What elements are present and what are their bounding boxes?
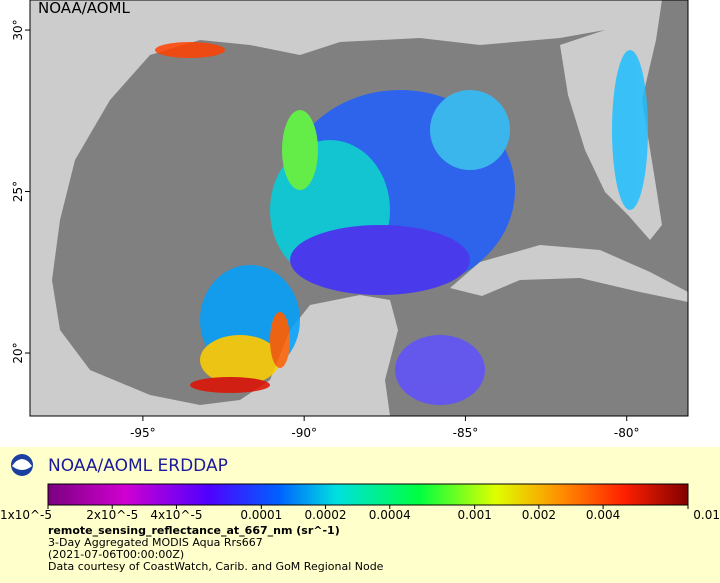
cuba bbox=[450, 245, 688, 302]
x-tick-label: -95° bbox=[130, 426, 156, 440]
y-tick-label: 25° bbox=[11, 181, 25, 202]
x-tick-label: -85° bbox=[453, 426, 479, 440]
description-line: 3-Day Aggregated MODIS Aqua Rrs667 bbox=[48, 536, 263, 549]
colorbar-tick-label: 0.0002 bbox=[305, 508, 347, 522]
colorbar-tick-label: 0.01 bbox=[693, 508, 720, 522]
colorbar-tick-label: 0.001 bbox=[457, 508, 491, 522]
description-line: (2021-07-06T00:00:00Z) bbox=[48, 548, 184, 561]
colorbar bbox=[47, 483, 689, 506]
colorbar-tick-label: 4x10^-5 bbox=[150, 508, 202, 522]
map-credit: NOAA/AOML bbox=[38, 0, 131, 17]
colorbar-tick-label: 0.004 bbox=[586, 508, 620, 522]
description-line: Data courtesy of CoastWatch, Carib. and … bbox=[48, 560, 384, 573]
legend-panel bbox=[0, 447, 720, 583]
x-tick-label: -90° bbox=[291, 426, 317, 440]
land bbox=[30, 0, 605, 416]
colorbar-tick-label: 1x10^-5 bbox=[0, 508, 52, 522]
data-overlay bbox=[155, 42, 648, 405]
x-tick-label: -80° bbox=[614, 426, 640, 440]
colorbar-tick-label: 0.002 bbox=[522, 508, 556, 522]
variable-name: remote_sensing_reflectance_at_667_nm (sr… bbox=[48, 524, 340, 537]
map-frame bbox=[29, 0, 689, 417]
colorbar-tick-label: 2x10^-5 bbox=[86, 508, 138, 522]
map-layer bbox=[30, 0, 688, 416]
legend-title: NOAA/AOML ERDDAP bbox=[48, 456, 228, 476]
colorbar-tick-label: 0.0004 bbox=[369, 508, 411, 522]
y-tick-label: 30° bbox=[11, 19, 25, 40]
colorbar-tick-label: 0.0001 bbox=[240, 508, 282, 522]
noaa-logo-bird bbox=[12, 459, 32, 470]
y-tick-label: 20° bbox=[11, 342, 25, 363]
